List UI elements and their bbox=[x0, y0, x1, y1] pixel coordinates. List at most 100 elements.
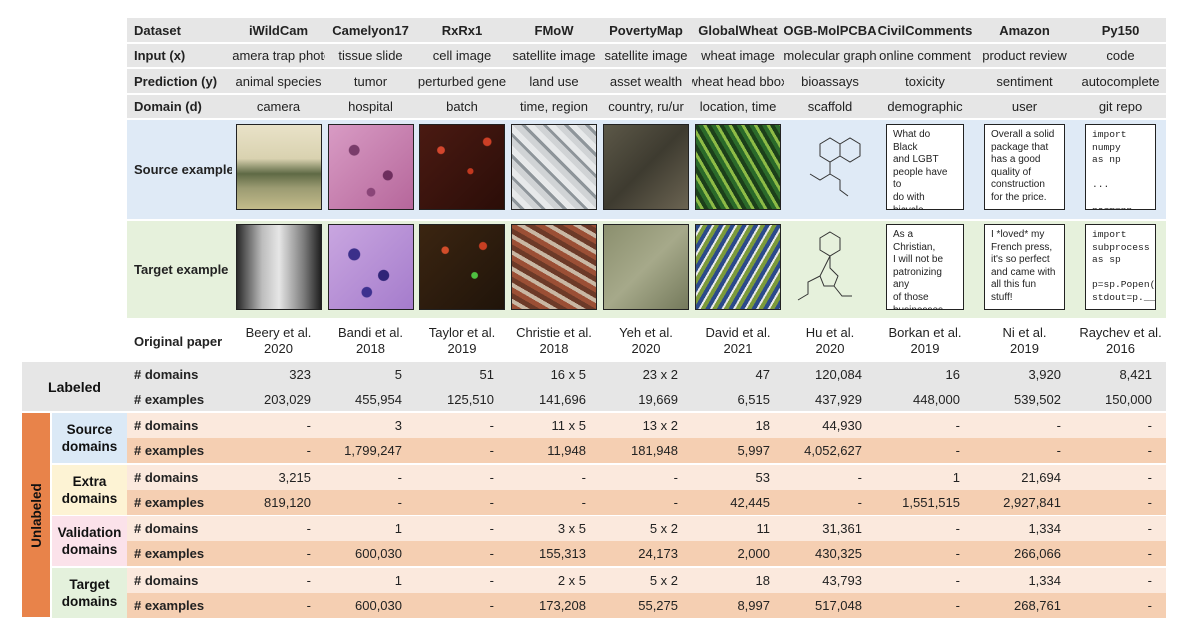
unlabeled-examples-cell: 42,445 bbox=[730, 494, 770, 510]
labeled-examples-cell: 141,696 bbox=[539, 391, 586, 407]
unlabeled-subgroup-label: Extra domains bbox=[52, 465, 127, 515]
unlabeled-examples-cell: 600,030 bbox=[355, 546, 402, 561]
text-example-target-amazon: I *loved* my French press, it's so perfe… bbox=[984, 224, 1065, 310]
unlabeled-domains-band bbox=[127, 567, 1166, 593]
unlabeled-examples-cell: - bbox=[1147, 494, 1152, 510]
unlabeled-examples-cell: 266,066 bbox=[1014, 546, 1061, 561]
paper-citation: Borkan et al. 2019 bbox=[876, 321, 974, 361]
paper-authors: Bandi et al. bbox=[337, 325, 404, 340]
meta-cell: user bbox=[1011, 99, 1038, 114]
labeled-band bbox=[22, 362, 1166, 411]
unlabeled-domains-cell: - bbox=[306, 418, 311, 433]
paper-authors: Borkan et al. bbox=[888, 325, 962, 340]
paper-authors: Hu et al. bbox=[805, 325, 855, 340]
meta-cell: online comment bbox=[879, 48, 971, 63]
paper-year: 2019 bbox=[447, 341, 477, 356]
unlabeled-domains-cell: 1,334 bbox=[1028, 572, 1061, 588]
unlabeled-examples-cell: 600,030 bbox=[355, 597, 402, 613]
paper-year: 2018 bbox=[356, 341, 385, 356]
unlabeled-examples-cell: - bbox=[489, 597, 494, 613]
unlabeled-examples-cell: - bbox=[955, 597, 960, 613]
header-band bbox=[127, 69, 1166, 93]
tissue-slide-image-source bbox=[327, 124, 414, 210]
labeled-domains-cell: 16 bbox=[945, 367, 960, 382]
unlabeled-subgroup-band bbox=[52, 567, 127, 618]
unlabeled-subgroup-band bbox=[52, 516, 127, 566]
unlabeled-domains-band bbox=[127, 516, 1166, 541]
unlabeled-domains-cell: - bbox=[581, 469, 586, 485]
paper-authors: Raychev et al. bbox=[1079, 325, 1162, 340]
unlabeled-examples-band bbox=[127, 541, 1166, 566]
paper-authors: Ni et al. bbox=[1002, 325, 1047, 340]
meta-cell: code bbox=[1106, 48, 1135, 63]
paper-year: 2020 bbox=[631, 341, 661, 356]
unlabeled-domains-cell: - bbox=[955, 418, 960, 433]
paper-citation: Ni et al. 2019 bbox=[974, 321, 1075, 361]
unlabeled-domains-cell: 11 x 5 bbox=[551, 418, 586, 433]
unlabeled-domains-band bbox=[127, 413, 1166, 438]
unlabeled-examples-cell: 155,313 bbox=[539, 546, 586, 561]
unlabeled-examples-cell: 173,208 bbox=[539, 597, 586, 613]
unlabeled-examples-cell: - bbox=[489, 443, 494, 458]
subgroup-name-part: Target bbox=[69, 576, 110, 592]
dataset-name: Camelyon17 bbox=[332, 22, 409, 38]
unlabeled-domains-cell: - bbox=[306, 572, 311, 588]
meta-cell: product review bbox=[982, 48, 1067, 63]
unlabeled-examples-cell: - bbox=[397, 494, 402, 510]
subgroup-name-part: domains bbox=[61, 439, 118, 454]
unlabeled-examples-cell: 55,275 bbox=[638, 597, 678, 613]
paper-year: 2019 bbox=[910, 341, 940, 356]
unlabeled-examples-cell: 517,048 bbox=[815, 597, 862, 613]
meta-cell: batch bbox=[446, 99, 478, 114]
unlabeled-domains-cell: 1 bbox=[394, 572, 402, 588]
unlabeled-group-label: Unlabeled bbox=[22, 413, 50, 617]
subgroup-name-part: domains bbox=[61, 593, 118, 609]
paper-authors: Taylor et al. bbox=[428, 325, 496, 340]
unlabeled-domains-cell: - bbox=[1147, 572, 1152, 588]
unlabeled-examples-cell: 181,948 bbox=[631, 443, 678, 458]
dataset-name: FMoW bbox=[534, 22, 574, 38]
dataset-name: CivilComments bbox=[877, 22, 973, 38]
satellite-image-source bbox=[511, 124, 597, 210]
meta-row-label: Domain (d) bbox=[134, 99, 202, 114]
paper-authors: Beery et al. bbox=[245, 325, 312, 340]
labeled-examples-label: # examples bbox=[134, 391, 205, 407]
unlabeled-examples-cell: - bbox=[857, 494, 862, 510]
paper-authors: Christie et al. bbox=[516, 325, 592, 340]
meta-cell: bioassays bbox=[801, 73, 859, 89]
labeled-examples-cell: 19,669 bbox=[638, 391, 678, 407]
labeled-domains-cell: 3,920 bbox=[1028, 367, 1061, 382]
meta-cell: cell image bbox=[432, 48, 492, 63]
subgroup-name-part: domains bbox=[61, 490, 118, 506]
unlabeled-examples-cell: - bbox=[955, 443, 960, 458]
meta-cell: git repo bbox=[1098, 99, 1143, 114]
meta-cell: satellite image bbox=[604, 48, 688, 63]
meta-cell: camera trap photo bbox=[232, 48, 325, 63]
unlabeled-subgroup-label: Validation domains bbox=[52, 516, 127, 566]
unlabeled-domains-cell: 5 x 2 bbox=[649, 572, 678, 588]
unlabeled-domains-label: # domains bbox=[134, 521, 199, 536]
unlabeled-examples-cell: - bbox=[306, 546, 311, 561]
meta-cell: autocomplete bbox=[1081, 73, 1160, 89]
labeled-domains-label: # domains bbox=[134, 367, 199, 382]
unlabeled-domains-label: # domains bbox=[134, 572, 199, 588]
meta-row-label: Input (x) bbox=[134, 48, 186, 63]
unlabeled-examples-band bbox=[127, 438, 1166, 463]
paper-year: 2021 bbox=[723, 341, 753, 356]
paper-authors: Yeh et al. bbox=[619, 325, 673, 340]
unlabeled-examples-cell: 1,799,247 bbox=[344, 443, 402, 458]
dataset-name: RxRx1 bbox=[441, 22, 483, 38]
unlabeled-domains-cell: - bbox=[489, 521, 494, 536]
molecule-drawing-source bbox=[809, 137, 861, 197]
unlabeled-domains-cell: - bbox=[1147, 418, 1152, 433]
unlabeled-domains-cell: 44,930 bbox=[822, 418, 862, 433]
unlabeled-examples-cell: - bbox=[1147, 546, 1152, 561]
unlabeled-domains-cell: 11 bbox=[756, 521, 771, 536]
labeled-domains-cell: 23 x 2 bbox=[642, 367, 678, 382]
meta-cell: perturbed gene bbox=[417, 73, 507, 89]
unlabeled-domains-cell: - bbox=[306, 521, 311, 536]
paper-year: 2016 bbox=[1106, 341, 1135, 356]
unlabeled-domains-cell: 43,793 bbox=[822, 572, 862, 588]
unlabeled-examples-cell: - bbox=[581, 494, 586, 510]
